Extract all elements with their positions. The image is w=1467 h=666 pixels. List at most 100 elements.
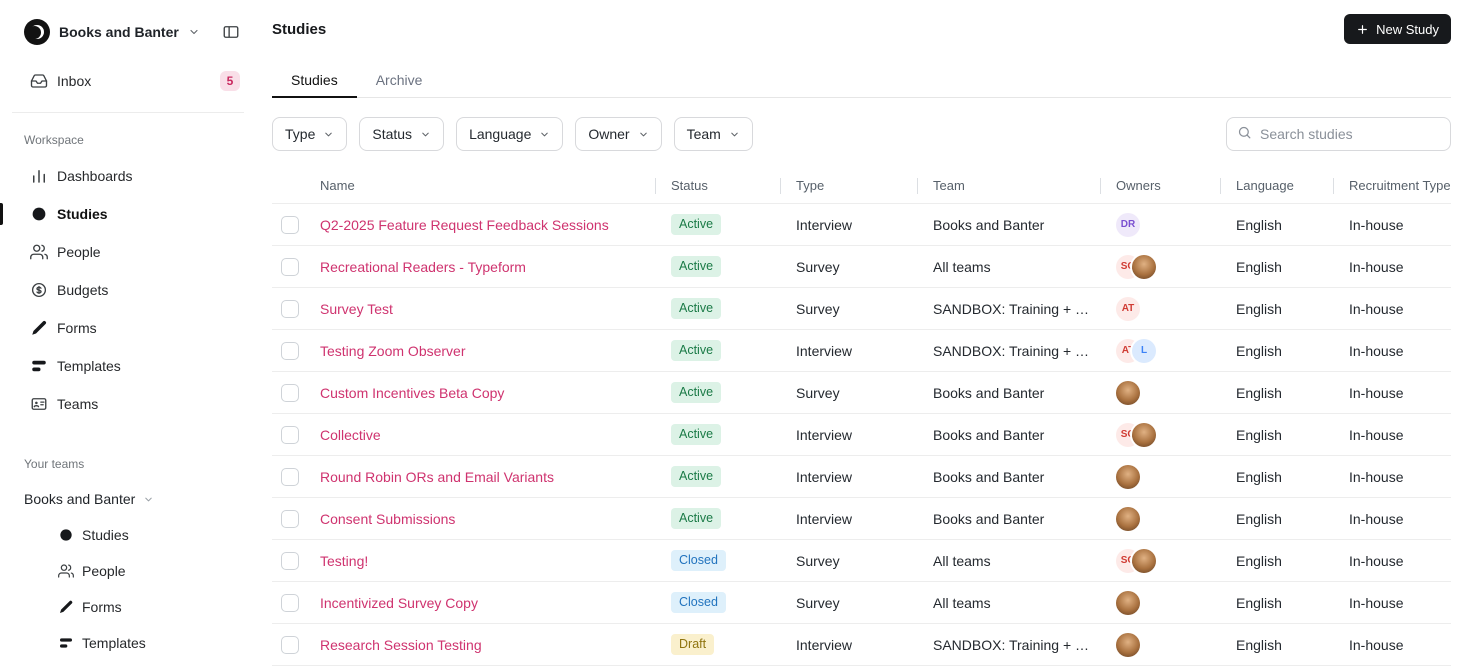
recruitment-type-cell: In-house [1349, 300, 1404, 317]
owners-cell [1100, 582, 1220, 623]
filter-owner[interactable]: Owner [575, 117, 662, 151]
team-cell: Books and Banter [933, 510, 1045, 527]
status-cell: Active [655, 246, 780, 287]
table-row: Recreational Readers - Typeform Active Sur… [272, 246, 1451, 288]
study-name-link[interactable]: Q2-2025 Feature Request Feedback Session… [320, 216, 609, 233]
chevron-down-icon [729, 129, 740, 140]
owner-avatar: L [1132, 338, 1156, 363]
row-checkbox[interactable] [281, 299, 299, 318]
row-checkbox[interactable] [281, 341, 299, 360]
sidebar-toggle-icon[interactable] [222, 23, 240, 41]
status-badge: Active [671, 256, 722, 277]
status-cell: Active [655, 330, 780, 371]
owners-cell: SO [1100, 540, 1220, 581]
filter-list: Type Status Language Owner Team [272, 117, 753, 151]
tab-archive[interactable]: Archive [357, 63, 442, 97]
owners-cell [1100, 624, 1220, 665]
owner-avatar [1116, 506, 1140, 531]
tabs: Studies Archive [272, 63, 1451, 98]
new-study-button[interactable]: New Study [1344, 14, 1451, 44]
type-cell: Survey [796, 384, 840, 401]
filter-status[interactable]: Status [359, 117, 445, 151]
sidebar-item-people[interactable]: People [0, 233, 256, 271]
inbox-icon [30, 72, 48, 90]
row-checkbox[interactable] [281, 257, 299, 276]
team-sub-item-studies[interactable]: Studies [0, 517, 256, 553]
row-checkbox[interactable] [281, 551, 299, 570]
filter-language[interactable]: Language [456, 117, 564, 151]
study-name-link[interactable]: Recreational Readers - Typeform [320, 258, 526, 275]
status-cell: Draft [655, 624, 780, 665]
team-cell: Books and Banter [933, 426, 1045, 443]
owners-avatars [1116, 464, 1140, 489]
table-row: Research Session Testing Draft Interview SA… [272, 624, 1451, 666]
sidebar-item-teams[interactable]: Teams [0, 385, 256, 423]
study-name-link[interactable]: Consent Submissions [320, 510, 456, 527]
sidebar-item-label: Studies [57, 206, 108, 222]
study-name-link[interactable]: Testing Zoom Observer [320, 342, 466, 359]
study-name-link[interactable]: Testing! [320, 552, 369, 569]
people-icon [58, 562, 74, 580]
search-box[interactable] [1226, 117, 1451, 151]
team-row-books-and-banter[interactable]: Books and Banter [0, 481, 256, 517]
row-checkbox-cell [272, 540, 320, 581]
study-name-link[interactable]: Custom Incentives Beta Copy [320, 384, 505, 401]
filter-type[interactable]: Type [272, 117, 348, 151]
table-row: Custom Incentives Beta Copy Active Survey B… [272, 372, 1451, 414]
status-badge: Active [671, 214, 722, 235]
team-sub-item-label: People [82, 563, 126, 579]
row-checkbox[interactable] [281, 509, 299, 528]
page-title: Studies [272, 20, 327, 38]
tab-studies[interactable]: Studies [272, 63, 357, 98]
row-checkbox[interactable] [281, 383, 299, 402]
owners-cell: SO [1100, 246, 1220, 287]
study-name-cell: Testing! [320, 540, 655, 581]
forms-icon [30, 319, 48, 337]
row-checkbox[interactable] [281, 425, 299, 444]
sidebar-item-label: Teams [57, 396, 99, 412]
owner-avatar [1132, 254, 1156, 279]
sidebar-item-studies[interactable]: Studies [0, 195, 256, 233]
row-checkbox[interactable] [281, 467, 299, 486]
status-cell: Active [655, 372, 780, 413]
study-name-link[interactable]: Survey Test [320, 300, 393, 317]
sidebar-item-inbox[interactable]: Inbox 5 [0, 62, 256, 100]
row-checkbox-cell [272, 288, 320, 329]
study-name-link[interactable]: Round Robin ORs and Email Variants [320, 468, 554, 485]
row-checkbox[interactable] [281, 215, 299, 234]
column-header-status: Status [655, 168, 780, 203]
team-sub-item-people[interactable]: People [0, 553, 256, 589]
team-sub-item-label: Templates [82, 635, 146, 651]
status-badge: Active [671, 508, 722, 529]
org-switcher[interactable]: Books and Banter [0, 10, 256, 54]
status-badge: Active [671, 424, 722, 445]
owner-avatar: AT [1116, 296, 1140, 321]
status-badge: Draft [671, 634, 715, 655]
type-cell: Interview [796, 636, 853, 653]
owners-cell: DR [1100, 204, 1220, 245]
row-checkbox[interactable] [281, 593, 299, 612]
status-badge: Active [671, 298, 722, 319]
filter-team[interactable]: Team [673, 117, 753, 151]
recruitment-type-cell: In-house [1349, 636, 1404, 653]
owners-cell [1100, 372, 1220, 413]
team-sub-item-forms[interactable]: Forms [0, 589, 256, 625]
language-cell: English [1236, 300, 1282, 317]
study-name-link[interactable]: Collective [320, 426, 381, 443]
sidebar-item-templates[interactable]: Templates [0, 347, 256, 385]
table-row: Round Robin ORs and Email Variants Active… [272, 456, 1451, 498]
study-name-link[interactable]: Incentivized Survey Copy [320, 594, 478, 611]
sidebar-item-budgets[interactable]: Budgets [0, 271, 256, 309]
column-header-team: Team [917, 168, 1100, 203]
team-sub-item-templates[interactable]: Templates [0, 625, 256, 661]
study-name-link[interactable]: Research Session Testing [320, 636, 482, 653]
sidebar-item-forms[interactable]: Forms [0, 309, 256, 347]
sidebar-item-dashboards[interactable]: Dashboards [0, 157, 256, 195]
status-badge: Active [671, 382, 722, 403]
study-name-cell: Q2-2025 Feature Request Feedback Session… [320, 204, 655, 245]
search-input[interactable] [1260, 126, 1440, 142]
recruitment-type-cell: In-house [1349, 384, 1404, 401]
owner-avatar [1116, 464, 1140, 489]
row-checkbox[interactable] [281, 635, 299, 654]
language-cell: English [1236, 258, 1282, 275]
